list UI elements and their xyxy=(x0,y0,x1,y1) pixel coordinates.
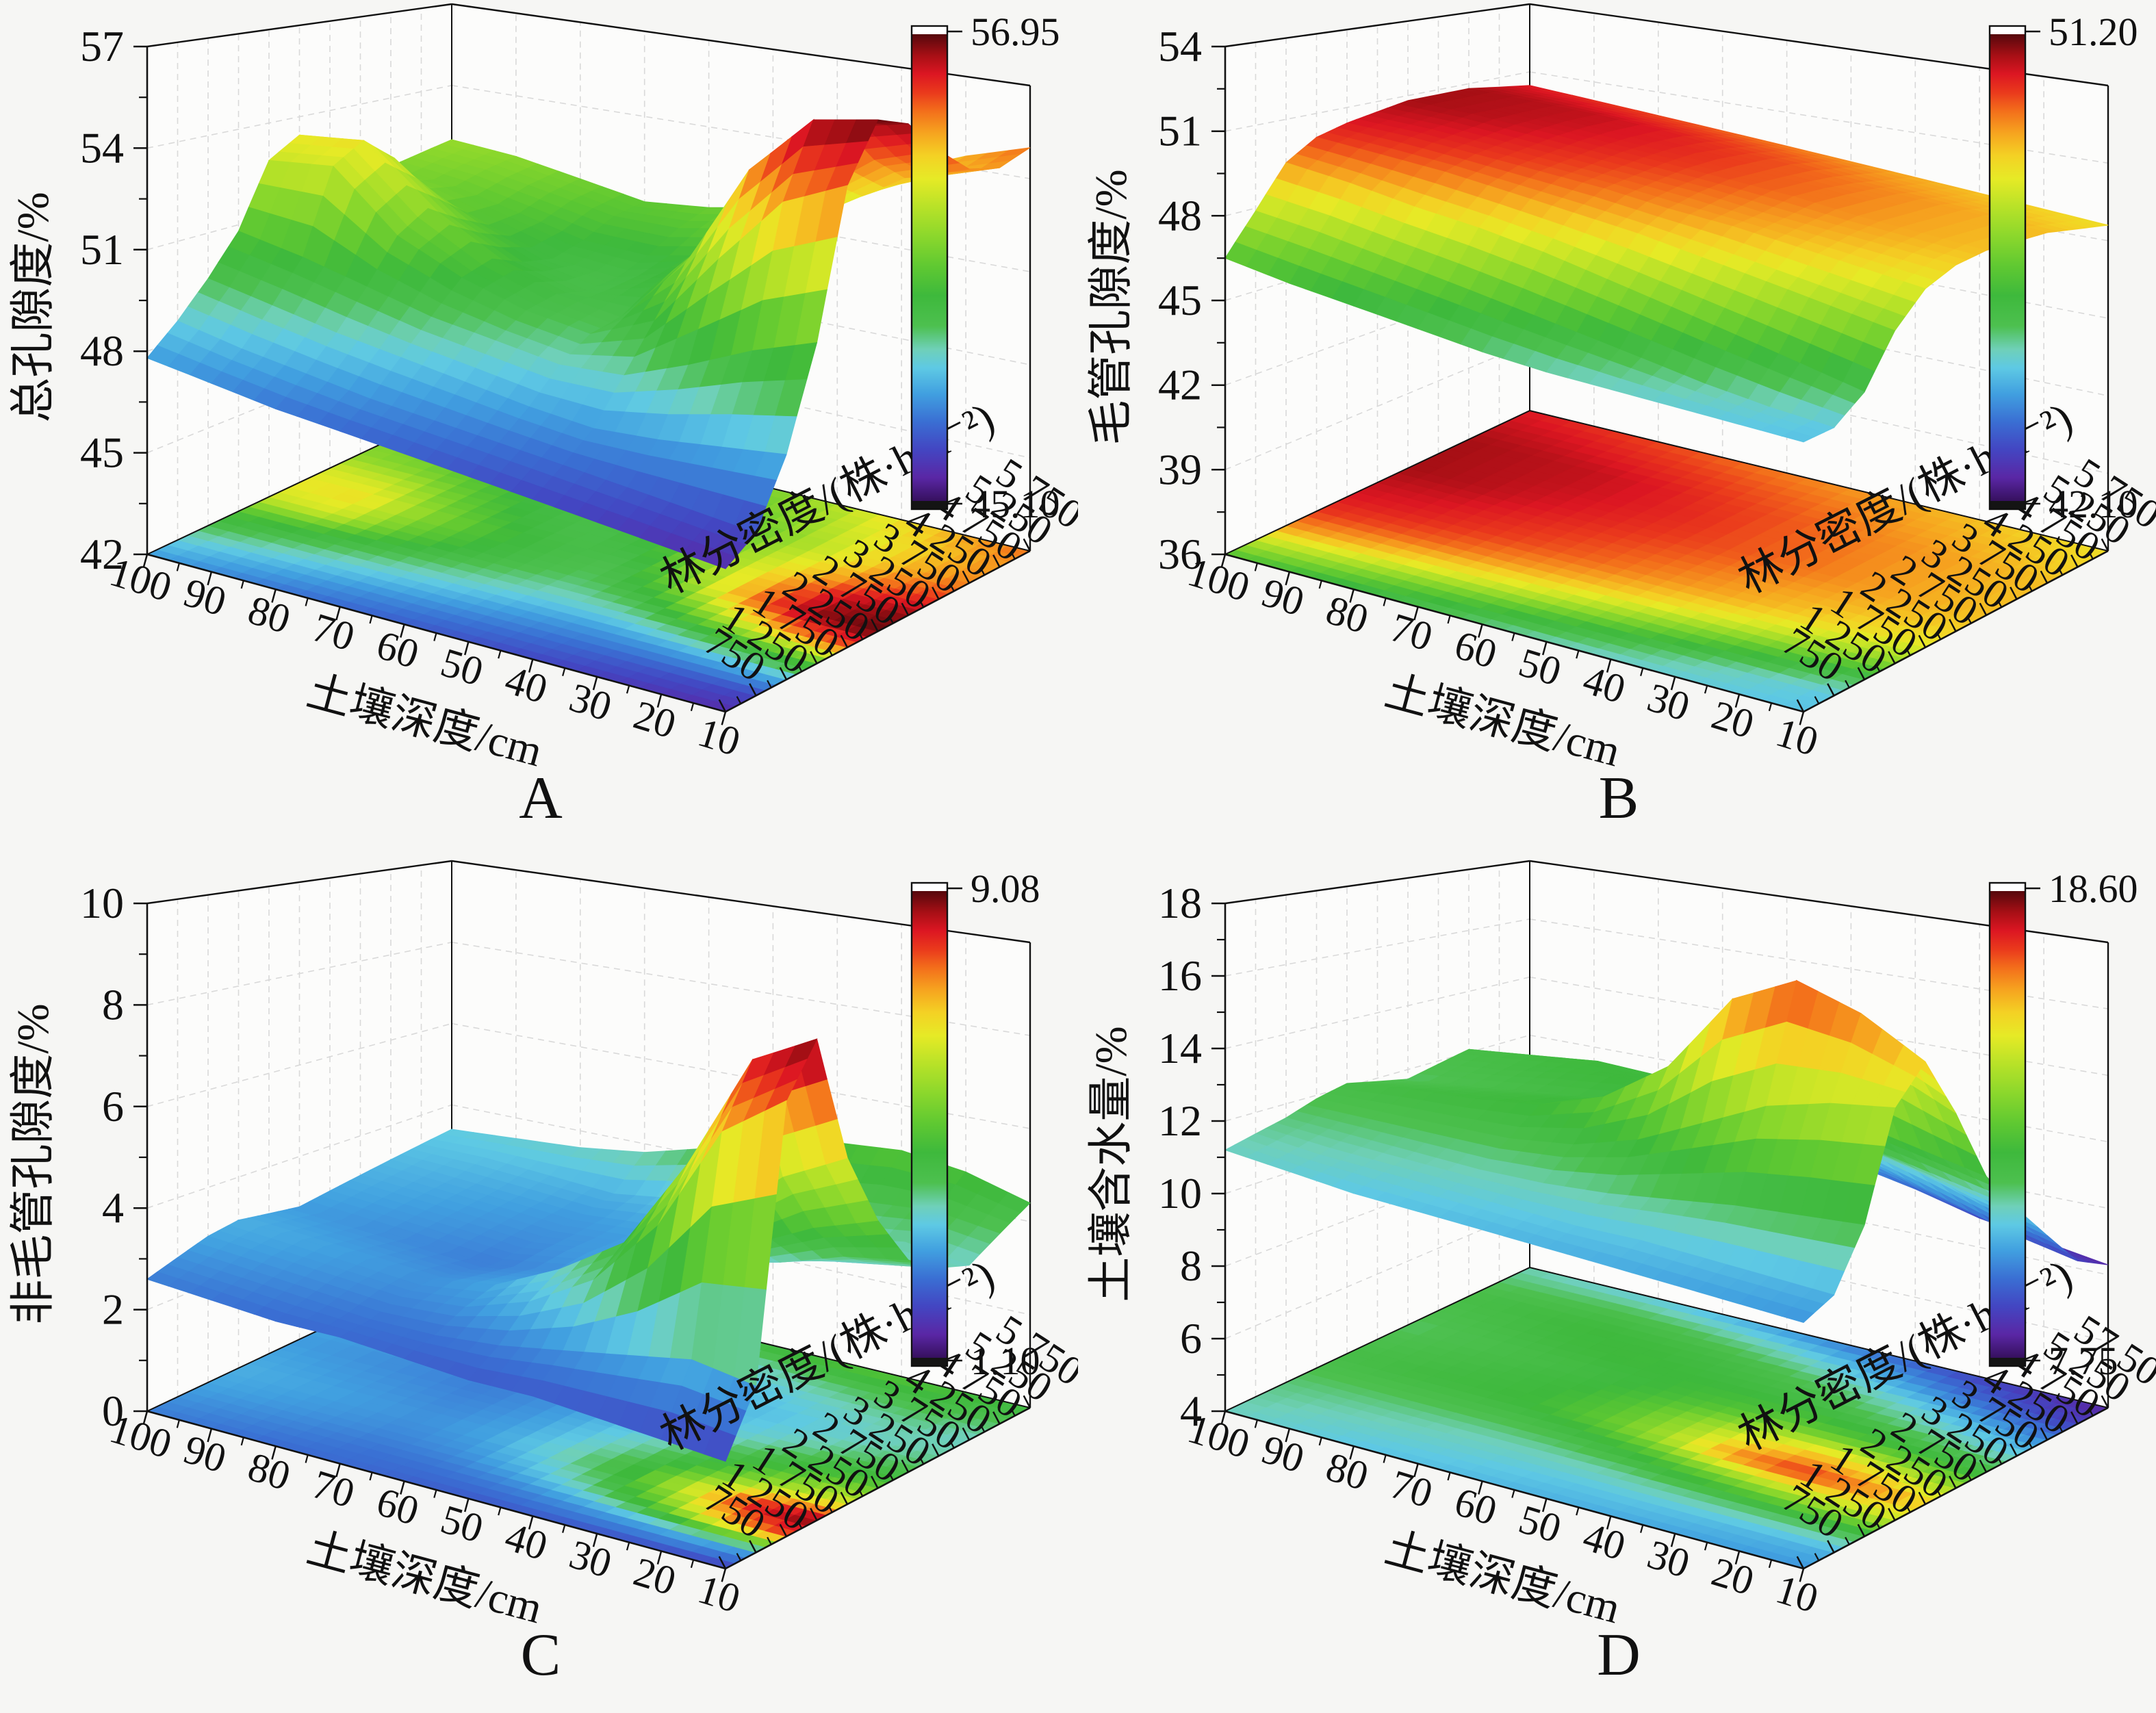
z-tick-label: 45 xyxy=(80,428,124,477)
depth-tick-label: 40 xyxy=(500,657,553,712)
depth-tick-label: 20 xyxy=(1706,1549,1759,1604)
z-tick-label: 42 xyxy=(80,530,124,578)
z-tick-label: 10 xyxy=(1158,1169,1202,1218)
colorbar-min-label: 45.10 xyxy=(971,482,1060,526)
z-tick-label: 8 xyxy=(102,980,124,1029)
panel-total-porosity: 42 45 48 51 54 57 100 90 80 70 60 50 40 30 20 10 土壤深度/cm… xyxy=(0,0,1078,856)
z-tick-label: 6 xyxy=(1180,1314,1202,1363)
z-axis-title: 土壤含水量/% xyxy=(1086,1026,1136,1302)
colorbar: 9.08 1.10 xyxy=(910,866,1040,1383)
z-tick-label: 42 xyxy=(1158,361,1202,409)
z-tick-label: 54 xyxy=(1158,22,1202,70)
depth-tick-label: 60 xyxy=(372,1479,424,1534)
depth-tick-label: 80 xyxy=(243,587,296,643)
depth-tick-label: 40 xyxy=(1578,657,1631,712)
colorbar-max-label: 56.95 xyxy=(971,10,1060,54)
z-axis-title: 总孔隙度/% xyxy=(8,192,58,422)
depth-tick-label: 10 xyxy=(1771,1567,1823,1622)
z-tick-label: 16 xyxy=(1158,951,1202,1000)
depth-tick-label: 50 xyxy=(1514,1496,1567,1551)
panel-letter: D xyxy=(1597,1622,1641,1688)
z-tick-label: 2 xyxy=(102,1285,124,1334)
depth-tick-label: 90 xyxy=(179,569,231,625)
depth-tick-label: 90 xyxy=(179,1426,231,1482)
colorbar: 51.20 42.10 xyxy=(1988,10,2138,526)
colorbar-max-label: 18.60 xyxy=(2049,866,2138,911)
z-tick-label: 4 xyxy=(102,1183,124,1232)
depth-tick-label: 90 xyxy=(1257,569,1309,625)
colorbar-min-label: 1.10 xyxy=(971,1339,1040,1383)
panel-letter: B xyxy=(1599,765,1639,832)
depth-tick-label: 20 xyxy=(628,692,681,747)
depth-tick-label: 40 xyxy=(1578,1514,1631,1569)
depth-tick-label: 60 xyxy=(1450,622,1502,678)
depth-tick-label: 70 xyxy=(307,604,360,660)
depth-tick-label: 90 xyxy=(1257,1426,1309,1482)
z-tick-label: 10 xyxy=(80,879,124,927)
depth-tick-label: 80 xyxy=(1321,587,1374,643)
panel-letter: A xyxy=(519,765,563,832)
surface-layer xyxy=(146,118,1031,569)
colorbar: 18.60 7.75 xyxy=(1988,866,2138,1383)
depth-tick-label: 80 xyxy=(243,1444,296,1499)
z-tick-label: 18 xyxy=(1158,879,1202,927)
surface-layer xyxy=(1224,85,2109,443)
depth-tick-label: 50 xyxy=(1514,639,1567,695)
z-axis-title: 毛管孔隙度/% xyxy=(1086,169,1136,445)
colorbar-min-label: 7.75 xyxy=(2049,1339,2118,1383)
z-tick-label: 45 xyxy=(1158,276,1202,324)
depth-tick-label: 30 xyxy=(1643,674,1695,730)
panel-letter: C xyxy=(521,1622,561,1688)
z-tick-label: 51 xyxy=(1158,107,1202,155)
z-tick-label: 48 xyxy=(1158,191,1202,240)
colorbar-max-label: 9.08 xyxy=(971,866,1040,911)
depth-tick-label: 30 xyxy=(1643,1531,1695,1586)
colorbar: 56.95 45.10 xyxy=(910,10,1060,526)
colorbar-min-label: 42.10 xyxy=(2049,482,2138,526)
depth-tick-label: 80 xyxy=(1321,1444,1374,1499)
z-tick-label: 48 xyxy=(80,326,124,375)
z-tick-label: 8 xyxy=(1180,1241,1202,1290)
depth-tick-label: 30 xyxy=(565,674,617,730)
depth-tick-label: 30 xyxy=(565,1531,617,1586)
z-tick-label: 14 xyxy=(1158,1024,1202,1072)
z-tick-label: 39 xyxy=(1158,445,1202,493)
z-tick-label: 57 xyxy=(80,22,124,70)
depth-tick-label: 20 xyxy=(628,1549,681,1604)
panel-noncapillary-porosity: 0 2 4 6 8 10 100 90 80 70 60 50 40 30 20 10 土壤深度/cm 750 1 … xyxy=(0,857,1078,1713)
z-tick-label: 51 xyxy=(80,225,124,274)
depth-tick-label: 20 xyxy=(1706,692,1759,747)
depth-tick-label: 50 xyxy=(436,1496,489,1551)
z-tick-label: 0 xyxy=(102,1387,124,1435)
depth-tick-label: 10 xyxy=(1771,710,1823,765)
depth-tick-label: 70 xyxy=(1385,604,1438,660)
z-tick-label: 12 xyxy=(1158,1096,1202,1145)
surface-layer xyxy=(146,1038,1031,1462)
z-axis-title: 非毛管孔隙度/% xyxy=(8,1003,58,1324)
depth-tick-label: 60 xyxy=(1450,1479,1502,1534)
colorbar-max-label: 51.20 xyxy=(2049,10,2138,54)
depth-tick-label: 10 xyxy=(693,710,745,765)
surface-layer xyxy=(1224,979,2109,1324)
z-tick-label: 54 xyxy=(80,123,124,172)
panel-capillary-porosity: 36 39 42 45 48 51 54 100 90 80 70 60 50 40 30 20 10 土壤深度/… xyxy=(1078,0,2156,856)
depth-tick-label: 70 xyxy=(1385,1461,1438,1517)
panel-soil-water-content: 4 6 8 10 12 14 16 18 100 90 80 70 60 50 40 30 20 10 土壤深度/c… xyxy=(1078,857,2156,1713)
depth-tick-label: 10 xyxy=(693,1567,745,1622)
depth-tick-label: 50 xyxy=(436,639,489,695)
z-tick-label: 4 xyxy=(1180,1387,1202,1435)
z-tick-label: 6 xyxy=(102,1082,124,1131)
depth-tick-label: 60 xyxy=(372,622,424,678)
depth-tick-label: 40 xyxy=(500,1514,553,1569)
z-tick-label: 36 xyxy=(1158,530,1202,578)
depth-tick-label: 70 xyxy=(307,1461,360,1517)
